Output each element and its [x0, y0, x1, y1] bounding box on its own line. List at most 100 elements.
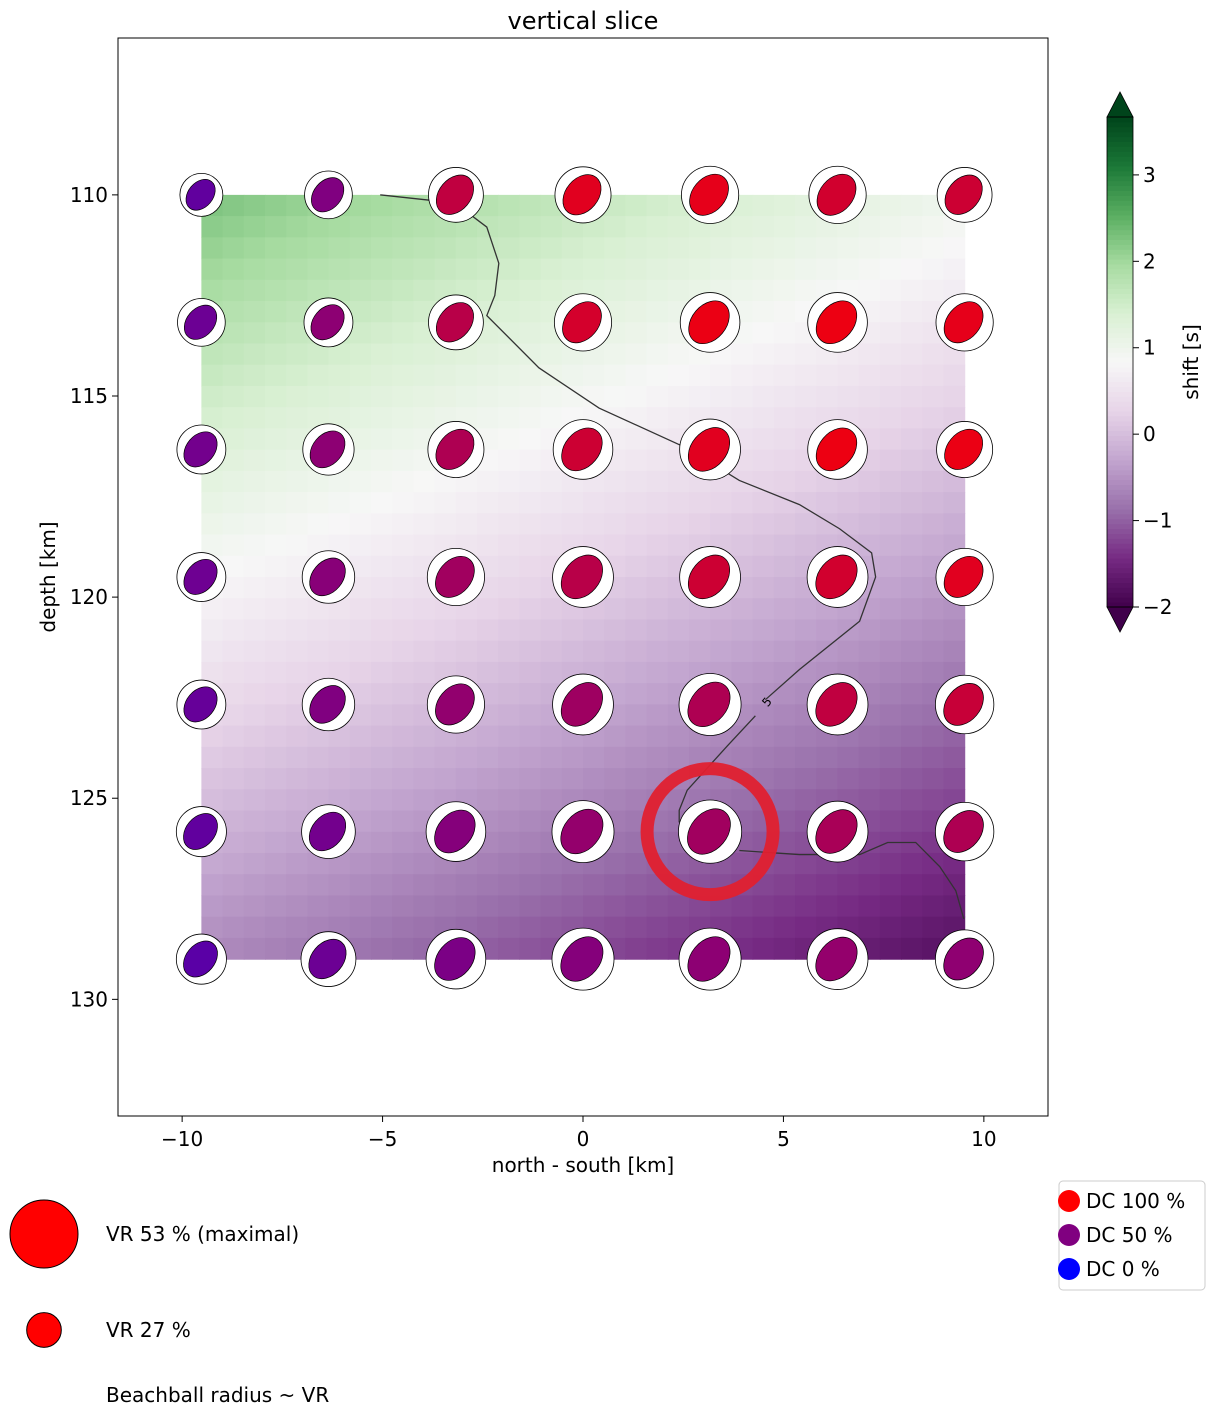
heatmap-cell	[201, 470, 224, 493]
heatmap-cell	[625, 640, 648, 663]
heatmap-cell	[731, 364, 754, 387]
heatmap-cell	[625, 407, 648, 429]
heatmap-cell	[773, 789, 796, 812]
heatmap-cell	[349, 258, 372, 281]
colorbar-segment	[1107, 185, 1133, 191]
colorbar-segment	[1107, 317, 1133, 324]
beachball-compression	[943, 683, 984, 726]
heatmap-cell	[752, 216, 775, 238]
heatmap-cell	[349, 237, 372, 260]
heatmap-cell	[264, 385, 287, 408]
heatmap-cell	[519, 640, 542, 663]
heatmap-cell	[795, 385, 817, 408]
heatmap-cell	[540, 619, 563, 642]
heatmap-cell	[561, 385, 584, 408]
beachball-compression	[183, 304, 218, 340]
heatmap-cell	[370, 810, 393, 833]
colorbar-segment	[1107, 440, 1133, 446]
beachball-compression	[309, 430, 346, 469]
colorbar-segment	[1107, 528, 1133, 534]
heatmap-cell	[222, 470, 245, 493]
colorbar-segment	[1107, 141, 1133, 147]
heatmap-cell	[498, 322, 520, 345]
heatmap-cell	[201, 237, 224, 260]
heatmap-cell	[519, 555, 542, 578]
heatmap-cell	[816, 619, 839, 642]
heatmap-cell	[243, 852, 266, 875]
heatmap-cell	[752, 258, 775, 281]
heatmap-cell	[901, 279, 923, 302]
heatmap-cell	[689, 640, 711, 663]
heatmap-cell	[392, 937, 414, 960]
beachball-compression	[944, 174, 983, 215]
heatmap-cell	[901, 916, 923, 939]
heatmap-cell	[837, 364, 860, 387]
heatmap-cell	[901, 725, 923, 748]
heatmap-cell	[392, 746, 414, 769]
colorbar-segment	[1107, 249, 1133, 255]
heatmap-cell	[413, 725, 436, 748]
heatmap-cell	[349, 216, 372, 238]
heatmap-cell	[773, 555, 796, 578]
y-axis: 110 115 120 125 130	[70, 183, 118, 1011]
heatmap-cell	[243, 810, 266, 833]
beachball	[935, 293, 994, 352]
heatmap-cell	[476, 364, 499, 387]
heatmap-cell	[795, 407, 817, 429]
heatmap-cell	[476, 216, 499, 238]
heatmap-cell	[519, 831, 542, 854]
colorbar-segment	[1107, 504, 1133, 510]
heatmap-cell	[392, 577, 414, 599]
heatmap-cell	[879, 279, 902, 302]
heatmap-cell	[583, 746, 605, 769]
heatmap-cell	[434, 513, 457, 536]
heatmap-cell	[625, 364, 648, 387]
heatmap-cell	[201, 216, 224, 238]
colorbar-tick-label: 2	[1143, 249, 1156, 273]
heatmap-cell	[370, 470, 393, 493]
heatmap-cell	[710, 513, 733, 536]
heatmap-cell	[625, 661, 648, 684]
colorbar-segment	[1107, 572, 1133, 579]
beachball-compression	[815, 936, 858, 982]
heatmap-cell	[519, 534, 542, 557]
heatmap-cell	[858, 746, 881, 769]
heatmap-cell	[773, 895, 796, 918]
heatmap-cell	[264, 810, 287, 833]
heatmap-cell	[773, 534, 796, 557]
beachball	[177, 298, 226, 347]
heatmap-cell	[901, 428, 923, 451]
heatmap-cell	[773, 619, 796, 642]
heatmap-cell	[286, 640, 308, 663]
colorbar-segment	[1107, 273, 1133, 280]
dc-legend-label: DC 100 %	[1086, 1189, 1185, 1213]
colorbar-segment	[1107, 131, 1133, 138]
heatmap-cell	[328, 343, 351, 366]
heatmap-cell	[370, 322, 393, 345]
heatmap-cell	[455, 895, 478, 918]
heatmap-cell	[879, 364, 902, 387]
heatmap-cell	[519, 428, 542, 451]
beachball-compression	[687, 936, 731, 982]
colorbar-segment	[1107, 381, 1133, 387]
beachball	[807, 292, 868, 353]
heatmap-cell	[731, 746, 754, 769]
beachball-compression	[687, 427, 731, 472]
heatmap-cell	[646, 746, 669, 769]
heatmap-cell	[222, 598, 245, 621]
heatmap-cell	[625, 768, 648, 790]
heatmap-cell	[943, 746, 966, 769]
heatmap-cell	[795, 237, 817, 260]
heatmap-cell	[243, 895, 266, 918]
heatmap-cell	[243, 449, 266, 472]
heatmap-cell	[413, 343, 436, 366]
heatmap-cell	[667, 534, 690, 557]
heatmap-cell	[667, 407, 690, 429]
heatmap-cell	[922, 237, 945, 260]
heatmap-cell	[370, 683, 393, 705]
colorbar-segment	[1107, 420, 1133, 427]
colorbar-segment	[1107, 224, 1133, 231]
heatmap-cell	[879, 640, 902, 663]
heatmap-cell	[625, 534, 648, 557]
